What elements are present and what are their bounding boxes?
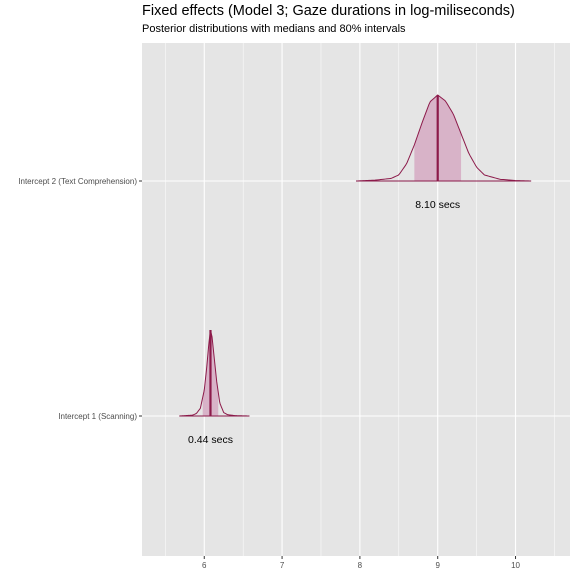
x-tick-label: 8 [358,561,363,570]
x-tick-label: 7 [280,561,285,570]
chart-subtitle: Posterior distributions with medians and… [142,23,406,35]
y-tick-label: Intercept 1 (Scanning) [58,412,137,421]
chart-marks: 8.10 secs 0.44 secs [179,94,532,446]
x-tick-label: 9 [435,561,440,570]
x-tick-label: 10 [511,561,520,570]
y-tick-label: Intercept 2 (Text Comprehension) [18,177,137,186]
annotation-label: 8.10 secs [415,199,460,211]
annotation-label: 0.44 secs [188,434,233,446]
density-curve [355,94,532,182]
axes: 6 7 8 9 10 Intercept 2 (Text Comprehension) In… [18,177,520,570]
chart-title: Fixed effects (Model 3; Gaze durations i… [142,3,515,19]
plot-panel [142,43,570,556]
x-tick-label: 6 [202,561,207,570]
